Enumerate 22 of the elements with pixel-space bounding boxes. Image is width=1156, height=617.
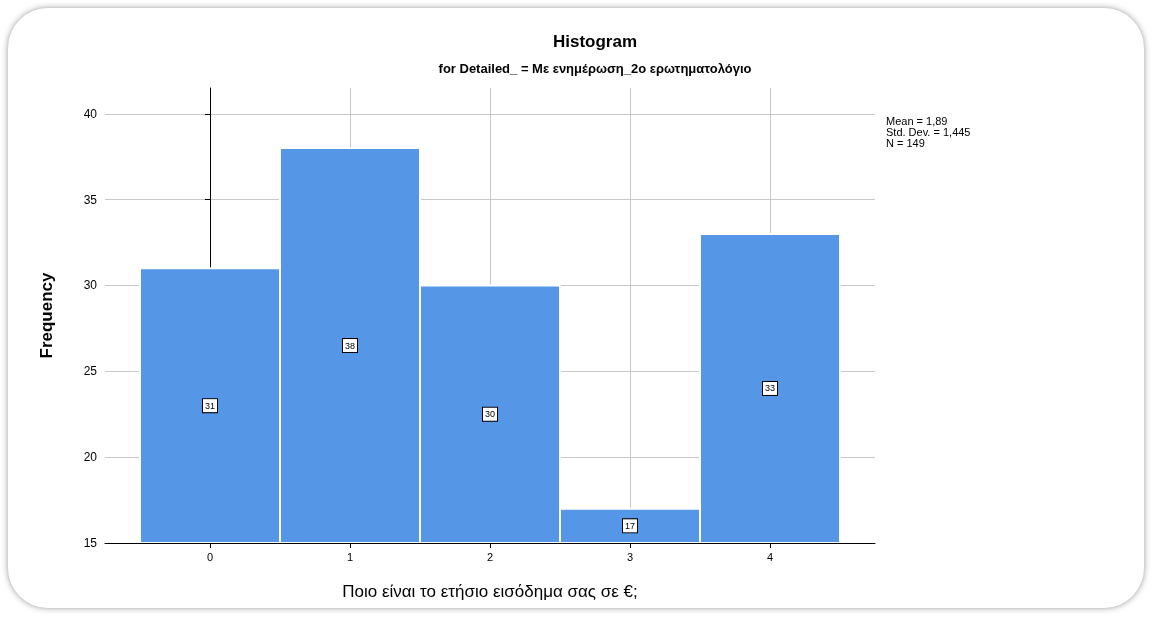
y-tick-label: 15 — [83, 536, 98, 550]
x-tick-label: 1 — [346, 550, 354, 563]
y-tick-label: 25 — [83, 364, 98, 379]
y-tick-label: 40 — [83, 106, 98, 121]
x-tick-label: 2 — [486, 550, 494, 563]
chart-title: Histogram — [552, 32, 638, 51]
data-label: 30 — [484, 409, 496, 420]
y-axis-title: Frequency — [37, 271, 56, 359]
text: Mean = 1,89 — [886, 114, 948, 127]
y-tick-label: 20 — [83, 450, 98, 465]
chart-subtitle: for Detailed_ = Με ενημέρωση_2ο ερωτηματολόγιο — [438, 61, 752, 76]
text: N = 149 — [886, 136, 925, 149]
data-label: 31 — [204, 400, 216, 411]
x-tick-label: 4 — [766, 550, 774, 563]
x-tick-label: 3 — [626, 550, 634, 563]
data-label: 38 — [344, 340, 356, 351]
data-label: 33 — [764, 383, 776, 394]
x-tick-label: 0 — [206, 550, 214, 563]
data-label: 17 — [624, 520, 636, 531]
x-axis-title: Ποιο είναι το ετήσιο εισόδημα σας σε €; — [342, 582, 638, 601]
y-tick-label: 35 — [83, 192, 98, 207]
y-tick-label: 30 — [83, 278, 98, 293]
